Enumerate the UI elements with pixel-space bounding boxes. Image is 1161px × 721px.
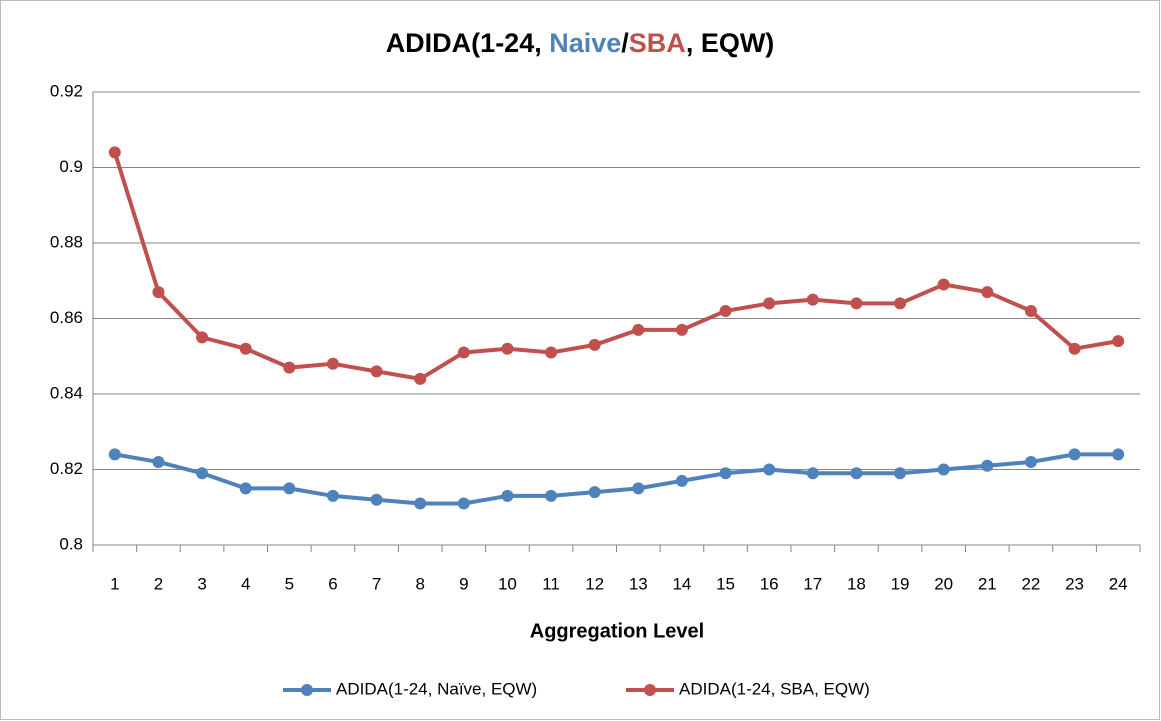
y-tick-label: 0.92 [50,81,83,100]
data-point [1112,448,1125,461]
data-point [850,467,863,480]
x-tick-label: 16 [760,574,779,593]
data-point [283,482,296,495]
data-point [283,361,296,374]
x-tick-label: 10 [498,574,517,593]
x-tick-label: 4 [241,574,250,593]
x-tick-label: 7 [372,574,381,593]
y-tick-label: 0.9 [59,157,83,176]
legend-marker [644,684,656,696]
x-tick-label: 22 [1021,574,1040,593]
data-point [719,304,732,317]
data-point [894,467,907,480]
x-tick-label: 13 [629,574,648,593]
data-point [152,455,165,468]
data-point [937,463,950,476]
data-point [370,365,383,378]
data-point [894,297,907,310]
data-point [457,346,470,359]
data-point [196,467,209,480]
data-point [675,323,688,336]
x-axis-label: Aggregation Level [530,620,704,642]
data-point [370,493,383,506]
data-point [196,331,209,344]
data-point [850,297,863,310]
y-tick-label: 0.82 [50,459,83,478]
x-tick-label: 2 [154,574,163,593]
x-tick-label: 20 [934,574,953,593]
legend-label: ADIDA(1-24, SBA, EQW) [679,679,870,698]
data-point [981,459,994,472]
data-point [457,497,470,510]
y-tick-label: 0.8 [59,534,83,553]
x-tick-label: 15 [716,574,735,593]
data-point [588,486,601,499]
y-tick-label: 0.86 [50,308,83,327]
x-tick-label: 3 [197,574,206,593]
x-tick-label: 5 [285,574,294,593]
x-tick-label: 24 [1109,574,1128,593]
x-tick-label: 14 [672,574,691,593]
x-tick-label: 9 [459,574,468,593]
data-point [937,278,950,291]
data-point [326,357,339,370]
title-part: ADIDA(1-24, [386,28,550,58]
data-point [632,323,645,336]
data-point [545,346,558,359]
data-point [414,497,427,510]
legend-marker [301,684,313,696]
chart-title: ADIDA(1-24, Naive/SBA, EQW) [386,28,775,58]
data-point [326,489,339,502]
data-point [806,467,819,480]
data-point [763,463,776,476]
x-tick-label: 11 [542,574,560,593]
title-part: Naive [549,28,621,58]
x-tick-label: 18 [847,574,866,593]
x-tick-label: 12 [585,574,604,593]
data-point [675,474,688,487]
data-point [1112,335,1125,348]
x-tick-label: 23 [1065,574,1084,593]
data-point [501,489,514,502]
x-tick-label: 19 [891,574,910,593]
x-tick-label: 17 [803,574,822,593]
data-point [763,297,776,310]
data-point [501,342,514,355]
data-point [414,372,427,385]
x-tick-label: 21 [978,574,997,593]
data-point [981,286,994,299]
y-tick-label: 0.88 [50,232,83,251]
title-part: , EQW) [686,28,775,58]
data-point [588,338,601,351]
data-point [152,286,165,299]
data-point [719,467,732,480]
data-point [108,448,121,461]
data-point [632,482,645,495]
data-point [1024,304,1037,317]
data-point [806,293,819,306]
y-tick-label: 0.84 [50,383,83,402]
data-point [1068,448,1081,461]
series-line [114,452,1119,506]
data-point [239,482,252,495]
data-point [108,146,121,159]
title-part: / [621,28,629,58]
x-tick-label: 1 [110,574,119,593]
title-part: SBA [629,28,686,58]
x-tick-label: 6 [328,574,337,593]
data-point [239,342,252,355]
legend-label: ADIDA(1-24, Naïve, EQW) [336,679,537,698]
data-point [1068,342,1081,355]
x-tick-label: 8 [415,574,424,593]
series-line [112,151,1119,381]
data-point [1024,455,1037,468]
data-point [545,489,558,502]
